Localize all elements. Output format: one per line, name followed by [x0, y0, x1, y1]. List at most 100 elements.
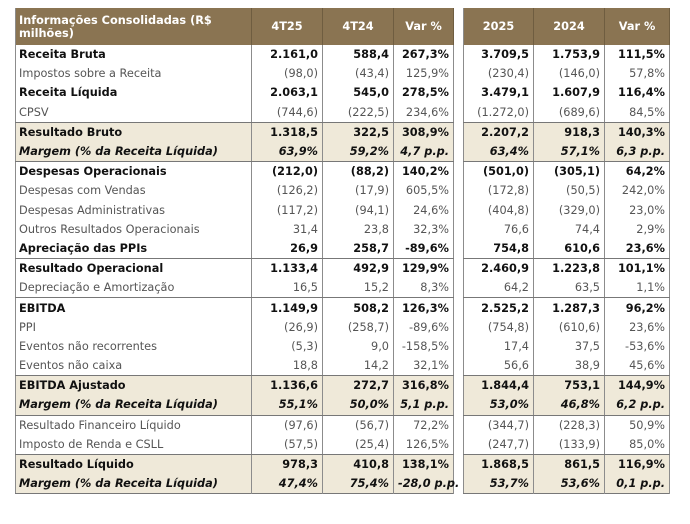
value-2025: 3.709,5	[463, 45, 534, 65]
table-row: (230,4) (146,0) 57,8%	[463, 64, 670, 84]
header-label: Informações Consolidadas (R$ milhões)	[15, 8, 252, 45]
table-row: 64,2 63,5 1,1%	[463, 278, 670, 299]
table-row: 2.460,9 1.223,8 101,1%	[463, 258, 670, 279]
table-row: 1.844,4 753,1 144,9%	[463, 375, 670, 396]
table-row: EBITDA 1.149,9 508,2 126,3%	[15, 297, 454, 318]
var-year: 2,9%	[604, 219, 670, 239]
var-year: 84,5%	[604, 102, 670, 123]
value-2024: 53,6%	[533, 474, 605, 494]
var-quarter: 126,5%	[393, 434, 454, 455]
header-2024: 2024	[533, 8, 605, 45]
var-quarter: 32,1%	[393, 356, 454, 377]
row-label: Outros Resultados Operacionais	[15, 219, 252, 239]
value-4t24: 23,8	[322, 219, 394, 239]
table-row: (172,8) (50,5) 242,0%	[463, 181, 670, 201]
row-label: Eventos não recorrentes	[15, 336, 252, 356]
value-2025: 17,4	[463, 336, 534, 356]
value-4t24: 545,0	[322, 83, 394, 103]
value-2025: 1.844,4	[463, 375, 534, 396]
value-2025: 53,0%	[463, 395, 534, 416]
value-2025: (501,0)	[463, 161, 534, 182]
value-4t24: (56,7)	[322, 415, 394, 435]
value-4t25: 2.161,0	[251, 45, 323, 65]
value-4t24: 59,2%	[322, 141, 394, 163]
value-2025: (247,7)	[463, 434, 534, 455]
row-label: Imposto de Renda e CSLL	[15, 434, 252, 455]
table-row: Despesas Administrativas (117,2) (94,1) 24,…	[15, 200, 454, 220]
var-quarter: 8,3%	[393, 278, 454, 299]
row-label: Resultado Financeiro Líquido	[15, 415, 252, 435]
table-row: 754,8 610,6 23,6%	[463, 238, 670, 260]
value-2024: 861,5	[533, 454, 605, 475]
var-year: -53,6%	[604, 336, 670, 356]
table-row: (1.272,0) (689,6) 84,5%	[463, 102, 670, 123]
table-row: 17,4 37,5 -53,6%	[463, 336, 670, 356]
var-quarter: -158,5%	[393, 336, 454, 356]
var-quarter: 308,9%	[393, 122, 454, 142]
var-quarter: 129,9%	[393, 258, 454, 279]
value-2024: 1.223,8	[533, 258, 605, 279]
value-4t25: 1.133,4	[251, 258, 323, 279]
value-2025: 2.460,9	[463, 258, 534, 279]
value-4t24: 508,2	[322, 297, 394, 318]
value-2024: 753,1	[533, 375, 605, 396]
var-year: 85,0%	[604, 434, 670, 455]
table-row: Receita Bruta 2.161,0 588,4 267,3%	[15, 45, 454, 65]
table-row: (754,8) (610,6) 23,6%	[463, 317, 670, 337]
row-label: Despesas Operacionais	[15, 161, 252, 182]
table-row: Receita Líquida 2.063,1 545,0 278,5%	[15, 83, 454, 103]
table-row: Outros Resultados Operacionais 31,4 23,8 32…	[15, 219, 454, 239]
var-year: 64,2%	[604, 161, 670, 182]
value-4t24: 75,4%	[322, 474, 394, 494]
value-2024: 1.287,3	[533, 297, 605, 318]
var-quarter: 5,1 p.p.	[393, 395, 454, 416]
value-4t25: (98,0)	[251, 64, 323, 84]
table-row: 3.479,1 1.607,9 116,4%	[463, 83, 670, 103]
table-row: Margem (% da Receita Líquida) 63,9% 59,2% 4…	[15, 141, 454, 163]
table-row: CPSV (744,6) (222,5) 234,6%	[15, 102, 454, 123]
row-label: Resultado Líquido	[15, 454, 252, 475]
var-year: 23,6%	[604, 238, 670, 260]
row-label: Receita Bruta	[15, 45, 252, 65]
value-2024: (133,9)	[533, 434, 605, 455]
value-4t24: (88,2)	[322, 161, 394, 182]
value-4t25: 26,9	[251, 238, 323, 260]
value-4t25: (26,9)	[251, 317, 323, 337]
header-row: Informações Consolidadas (R$ milhões) 4T…	[15, 8, 454, 45]
value-2024: 918,3	[533, 122, 605, 142]
value-4t25: 1.149,9	[251, 297, 323, 318]
value-2024: (50,5)	[533, 181, 605, 201]
table-row: Despesas com Vendas (126,2) (17,9) 605,5%	[15, 181, 454, 201]
var-quarter: 605,5%	[393, 181, 454, 201]
value-2024: (689,6)	[533, 102, 605, 123]
value-2025: (230,4)	[463, 64, 534, 84]
table-row: EBITDA Ajustado 1.136,6 272,7 316,8%	[15, 375, 454, 396]
var-year: 144,9%	[604, 375, 670, 396]
table-row: (404,8) (329,0) 23,0%	[463, 200, 670, 220]
row-label: Despesas Administrativas	[15, 200, 252, 220]
value-2025: (172,8)	[463, 181, 534, 201]
value-4t25: 55,1%	[251, 395, 323, 416]
value-4t24: (94,1)	[322, 200, 394, 220]
value-2025: (404,8)	[463, 200, 534, 220]
row-label: EBITDA Ajustado	[15, 375, 252, 396]
value-2024: (305,1)	[533, 161, 605, 182]
annual-table: 2025 2024 Var % 3.709,5 1.753,9 111,5% (230…	[463, 8, 670, 495]
row-label: Resultado Operacional	[15, 258, 252, 279]
var-year: 140,3%	[604, 122, 670, 142]
value-2025: 754,8	[463, 238, 534, 260]
value-2025: (1.272,0)	[463, 102, 534, 123]
var-quarter: 140,2%	[393, 161, 454, 182]
var-year: 6,2 p.p.	[604, 395, 670, 416]
var-quarter: 72,2%	[393, 415, 454, 435]
value-4t25: (97,6)	[251, 415, 323, 435]
var-quarter: 24,6%	[393, 200, 454, 220]
table-row: 56,6 38,9 45,6%	[463, 356, 670, 377]
table-row: Despesas Operacionais (212,0) (88,2) 140,2%	[15, 161, 454, 182]
var-quarter: 234,6%	[393, 102, 454, 123]
table-row: Resultado Líquido 978,3 410,8 138,1%	[15, 454, 454, 475]
table-row: 1.868,5 861,5 116,9%	[463, 454, 670, 475]
table-row: Depreciação e Amortização 16,5 15,2 8,3%	[15, 278, 454, 299]
table-row: (344,7) (228,3) 50,9%	[463, 415, 670, 435]
value-4t24: (43,4)	[322, 64, 394, 84]
